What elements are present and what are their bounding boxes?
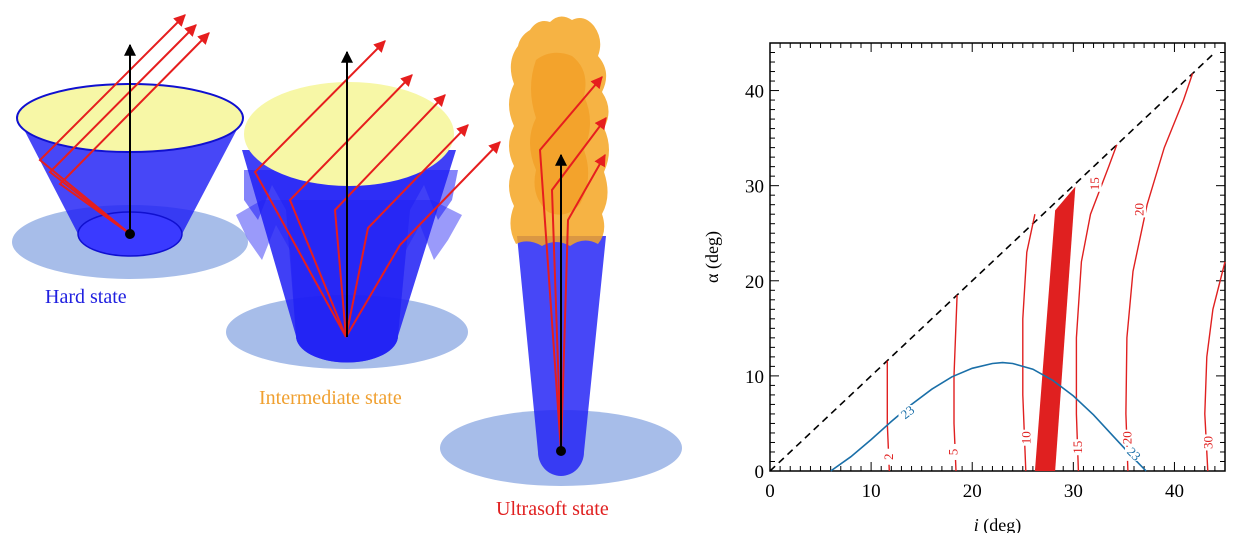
red-contour-label-0: 2 [881,453,896,460]
hard-ray-2 [48,24,197,235]
red-contour-label-3: 15 [1070,441,1085,454]
ultrasoft-state-label: Ultrasoft state [496,498,609,520]
red-contour-label-4: 15 [1087,177,1102,190]
intermediate-funnel-top [244,82,454,186]
red-contour-label-5: 20 [1119,431,1134,444]
constraint-band [1034,186,1076,471]
ultrasoft-outflow-inner [530,52,590,215]
red-contour-label-0-bg [881,448,896,465]
hard-ray-1 [38,14,186,235]
axis-ticks [769,42,1226,472]
x-tick-label: 0 [765,481,775,502]
intermediate-ray-2 [288,74,413,338]
blue-contour-label-bg-0 [898,405,917,420]
red-contour-label-1-bg [946,443,961,460]
diagonal-line [769,51,1216,472]
red-contour-label-7: 30 [1200,436,1215,449]
blue-contour-label-bg-1 [1125,446,1143,461]
x-tick-label: 20 [963,481,982,502]
red-contour-3 [1075,144,1118,472]
intermediate-state-label: Intermediate state [259,387,402,409]
red-contour-label-1: 5 [946,449,961,456]
x-axis-label-symbol: i [974,515,979,533]
red-contour-label-2-bg [1018,429,1033,446]
plot-frame [769,42,1226,472]
x-axis-label: i (deg) [974,515,1022,533]
ultrasoft-ray-1 [538,76,603,452]
red-contour-label-5-bg [1119,429,1134,446]
ultrasoft-state-diagram: Ultrasoft state [440,16,682,520]
intermediate-funnel [242,150,456,363]
red-contour-label-3-bg [1070,439,1085,456]
hard-state-label: Hard state [45,286,127,308]
hard-ray-3 [58,32,210,235]
ultrasoft-source-dot [556,446,566,456]
hard-source-dot [125,229,135,239]
hard-rays [38,14,210,235]
y-tick-label: 10 [745,367,764,388]
ultrasoft-ray-3 [560,153,606,452]
intermediate-ray-4 [345,124,469,338]
y-axis-label: α (deg) [702,231,723,283]
x-tick-label: 30 [1064,481,1083,502]
blue-contour [830,361,1147,472]
ultrasoft-rays [538,76,607,452]
red-contour-2 [1022,214,1036,472]
intermediate-ray-1 [253,40,386,338]
y-tick-label: 30 [745,177,764,198]
intermediate-ray-3 [333,94,446,338]
red-contour-5 [1125,73,1194,472]
intermediate-state-diagram: Intermediate state [226,40,501,409]
y-tick-label: 40 [745,82,764,103]
contour-plot: 0 10 20 30 40 0 10 20 30 40 i (deg) α (deg) 2 5 10 15 15… [702,42,1226,533]
x-tick-label: 10 [862,481,881,502]
ultrasoft-ray-2 [550,117,607,452]
intermediate-rays [253,40,501,338]
x-tick-label: 40 [1165,481,1184,502]
hard-state-diagram: Hard state [12,14,248,308]
red-contour-label-6-bg [1132,201,1147,218]
red-contour-label-2: 10 [1018,431,1033,444]
y-tick-label: 0 [755,462,765,483]
red-contour-label-4-bg [1087,175,1102,192]
red-contour-label-7-bg [1200,434,1215,451]
red-contour-label-6: 20 [1132,203,1147,216]
y-tick-label: 20 [745,272,764,293]
intermediate-ray-5 [345,141,501,338]
x-axis-label-unit: (deg) [979,515,1021,533]
red-contour-7 [1204,261,1226,472]
